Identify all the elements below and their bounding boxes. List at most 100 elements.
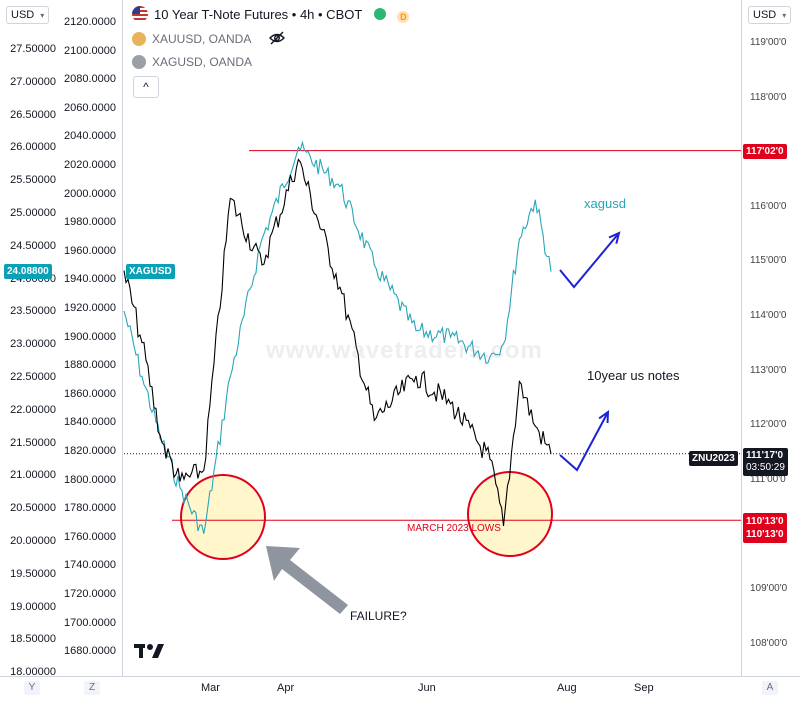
chevron-up-icon: ^ [143, 80, 149, 94]
right-axis-tick: 116'00'0 [750, 200, 787, 212]
middle-price-axis[interactable]: 2120.0000 2100.0000 2080.0000 2060.0000 2040… [60, 0, 123, 700]
mid-axis-tick: 2040.0000 [64, 130, 116, 143]
time-label-mar: Mar [201, 682, 220, 694]
right-axis-tick: 112'00'0 [750, 419, 787, 431]
notes-projection-arrow-head [598, 409, 610, 424]
market-status-icon [373, 8, 386, 20]
collapse-legend-button[interactable]: ^ [133, 76, 159, 98]
xauusd-legend[interactable]: XAUUSD, OANDA [132, 31, 286, 46]
chevron-down-icon: ▾ [782, 11, 787, 20]
march-low-circle [180, 474, 266, 560]
chart-title: 10 Year T-Note Futures • 4h • CBOT [154, 7, 363, 22]
eye-off-icon[interactable] [268, 31, 286, 45]
time-label-sep: Sep [634, 682, 654, 694]
left-axis-tick: 26.00000 [10, 141, 56, 154]
mid-axis-tick: 1860.0000 [64, 387, 116, 400]
mid-axis-tick: 1940.0000 [64, 273, 116, 286]
left-axis-tick: 20.00000 [10, 535, 56, 547]
right-price-axis[interactable]: USD▾ 119'00'0118'00'0117'00'0116'00'0115… [741, 0, 800, 700]
mid-axis-tick: 1680.0000 [64, 645, 116, 658]
mid-axis-tick: 1820.0000 [64, 445, 116, 457]
left-axis-tick: 18.00000 [10, 666, 56, 679]
march-lows-annotation: MARCH 2023 LOWS [407, 523, 501, 534]
xagusd-symbol-badge: XAGUSD [126, 264, 175, 279]
auto-scale-toggle[interactable]: A [762, 681, 778, 695]
notes-annotation: 10year us notes [587, 368, 680, 383]
currency-selector-left[interactable]: USD ▾ [6, 6, 50, 24]
xagusd-annotation: xagusd [584, 196, 626, 211]
right-axis-tick: 115'00'0 [750, 255, 787, 267]
left-axis-tick: 23.00000 [10, 338, 56, 351]
resistance-price-badge: 117'02'0 [743, 144, 787, 159]
support-price-badge: 110'13'0 110'13'0 [743, 513, 787, 543]
mid-axis-tick: 1740.0000 [64, 559, 116, 572]
silver-projection-arrow [559, 232, 620, 289]
bar-countdown: 03:50:29 [746, 462, 785, 473]
mid-axis-tick: 1900.0000 [64, 330, 116, 343]
left-axis-tick: 23.50000 [10, 305, 56, 318]
mid-axis-tick: 1700.0000 [64, 616, 116, 629]
time-label-jun: Jun [418, 682, 436, 694]
symbol-badge: ZNU2023 [689, 451, 738, 466]
mid-axis-tick: 2100.0000 [64, 44, 116, 57]
xagusd-price-badge: 24.08800 [4, 264, 52, 279]
support-price-a: 110'13'0 [746, 516, 784, 527]
mid-axis-tick: 2060.0000 [64, 101, 116, 114]
zoom-toggle[interactable]: Z [84, 681, 100, 695]
left-axis-tick: 25.00000 [10, 207, 56, 219]
left-axis-tick: 25.50000 [10, 174, 56, 187]
mid-axis-tick: 2020.0000 [64, 159, 116, 171]
left-axis-tick: 20.50000 [10, 502, 56, 515]
mid-axis-tick: 1720.0000 [64, 588, 116, 600]
main-series-legend[interactable]: 10 Year T-Note Futures • 4h • CBOT D [132, 6, 410, 23]
last-price-badge: 111'17'0 03:50:29 [743, 448, 788, 476]
left-axis-tick: 27.50000 [10, 43, 56, 55]
left-axis-tick: 21.50000 [10, 436, 56, 449]
mid-axis-tick: 1760.0000 [64, 530, 116, 543]
left-axis-tick: 27.00000 [10, 75, 56, 88]
delayed-data-badge: D [397, 11, 410, 23]
time-label-aug: Aug [557, 682, 577, 694]
right-axis-tick: 109'00'0 [750, 583, 788, 594]
watermark: www.wavetraders.com [266, 337, 543, 364]
mid-axis-tick: 1840.0000 [64, 416, 116, 429]
mid-axis-tick: 2120.0000 [64, 16, 116, 28]
last-price-value: 111'17'0 [746, 450, 784, 461]
mid-axis-tick: 1920.0000 [64, 302, 116, 314]
left-price-axis[interactable]: USD ▾ 27.50000 27.00000 26.50000 26.00000 25.… [0, 0, 61, 700]
xagusd-label: XAGUSD, OANDA [152, 55, 253, 69]
right-axis-tick: 118'00'0 [750, 91, 787, 103]
right-axis-tick: 111'00'0 [750, 473, 786, 485]
right-axis-tick: 108'00'0 [750, 637, 788, 649]
mid-axis-tick: 1800.0000 [64, 473, 116, 486]
currency-selector-right[interactable]: USD ▾ [748, 6, 792, 24]
left-axis-tick: 26.50000 [10, 108, 56, 121]
support-price-b: 110'13'0 [746, 529, 784, 540]
mid-axis-tick: 1880.0000 [64, 359, 116, 372]
tradingview-logo-icon[interactable] [134, 642, 166, 665]
left-axis-tick: 22.50000 [10, 371, 56, 383]
log-scale-toggle[interactable]: Y [24, 681, 40, 695]
mid-axis-tick: 2000.0000 [64, 187, 116, 200]
right-axis-tick: 113'00'0 [750, 364, 787, 376]
silver-coin-icon [132, 55, 146, 69]
xagusd-series-line [123, 140, 552, 534]
right-axis-tick: 114'00'0 [750, 310, 787, 321]
xagusd-legend[interactable]: XAGUSD, OANDA [132, 55, 252, 69]
failure-annotation: FAILURE? [350, 609, 407, 623]
mid-axis-tick: 2080.0000 [64, 73, 116, 86]
mid-axis-tick: 1960.0000 [64, 244, 116, 257]
left-axis-tick: 21.00000 [10, 469, 56, 482]
left-axis-tick: 24.50000 [10, 239, 56, 252]
failure-pointer-arrow [266, 546, 348, 614]
mid-axis-tick: 1980.0000 [64, 216, 116, 229]
left-axis-tick: 18.50000 [10, 633, 56, 646]
left-axis-tick: 22.00000 [10, 403, 56, 416]
silver-projection-arrow-head [608, 231, 621, 244]
time-axis[interactable]: Y Z A Mar Apr Jun Aug Sep [0, 676, 800, 701]
july-low-circle [467, 471, 553, 557]
us-flag-icon [132, 6, 148, 22]
right-axis-tick: 119'00'0 [750, 37, 787, 48]
left-axis-tick: 19.00000 [10, 600, 56, 613]
